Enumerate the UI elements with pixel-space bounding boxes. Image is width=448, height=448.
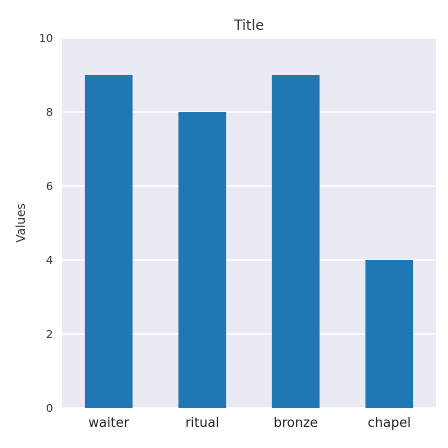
y-tick-label: 2 [46,328,53,341]
x-tick-label-bronze: bronze [274,416,318,431]
y-tick-label: 8 [46,106,53,119]
bars [84,75,414,408]
x-tick-label-chapel: chapel [368,416,411,431]
x-tick-label-ritual: ritual [185,416,219,431]
bar-waiter [84,75,133,408]
x-axis-ticks: waiter ritual bronze chapel [88,416,410,431]
y-tick-label: 6 [46,180,53,193]
y-tick-label: 0 [46,402,53,415]
x-tick-label-waiter: waiter [88,416,129,431]
y-axis-title: Values [14,203,28,242]
bar-ritual [178,112,227,408]
y-tick-label: 4 [46,254,53,267]
bar-chapel [365,260,414,408]
bar-bronze [271,75,320,408]
chart-title: Title [233,18,264,34]
y-tick-label: 10 [39,32,53,45]
y-axis-ticks: 0 2 4 6 8 10 [39,32,53,415]
